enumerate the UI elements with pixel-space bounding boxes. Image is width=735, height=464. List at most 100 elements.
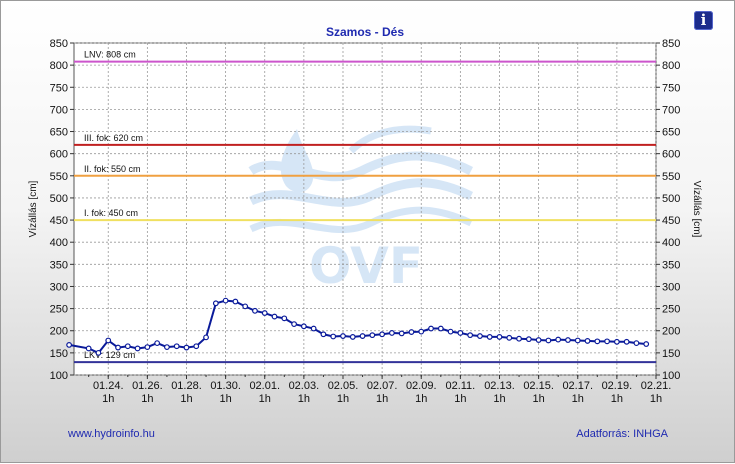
x-tick-label: 01.26. [132, 380, 163, 392]
data-point [330, 333, 337, 340]
data-point [340, 333, 346, 339]
data-point [300, 323, 307, 330]
x-axis: 01.24.1h01.26.1h01.28.1h01.30.1h02.01.1h… [88, 375, 672, 405]
data-point [388, 330, 395, 336]
reference-line-label: LKV: 129 cm [84, 350, 135, 360]
reference-lines: LNV: 808 cm III. fok: 620 cm II. fok: 550 … [74, 50, 656, 364]
data-point [369, 332, 376, 339]
data-point [124, 343, 131, 350]
series-layer [66, 297, 650, 356]
info-icon[interactable]: i [694, 11, 713, 30]
chart-title: Szamos - Dés [326, 25, 404, 39]
x-tick-label: 02.05. [328, 380, 359, 392]
data-point [154, 340, 161, 347]
x-tick-label: 02.21. [641, 380, 672, 392]
x-tick-label: 02.09. [406, 380, 437, 392]
y-tick-label: 750 [50, 82, 68, 94]
data-point [623, 338, 630, 345]
x-tick-hour-label: 1h [141, 393, 153, 405]
data-point [467, 332, 474, 339]
y-axis: 100 100 150 150 200 200 250 250 300 300 350 350 400 4… [50, 38, 681, 382]
data-point [545, 337, 552, 344]
y-tick-label: 300 [50, 281, 68, 293]
y-tick-label: 200 [50, 326, 68, 338]
data-point [134, 345, 141, 352]
x-tick-hour-label: 1h [259, 393, 271, 405]
y-tick-label: 200 [662, 326, 680, 338]
data-point [271, 313, 278, 320]
data-point [173, 343, 180, 350]
data-point [535, 337, 542, 343]
data-point [643, 341, 650, 347]
y-tick-label: 600 [50, 149, 68, 161]
reference-line-label: III. fok: 620 cm [84, 133, 143, 143]
data-point [486, 334, 493, 340]
y-axis-title-left: Vízállás [cm] [28, 180, 39, 237]
data-point [310, 325, 317, 332]
data-source: Adatforrás: INHGA [576, 428, 668, 440]
y-tick-label: 500 [662, 193, 680, 205]
data-point [222, 297, 229, 304]
data-point [379, 331, 386, 338]
y-tick-label: 250 [662, 304, 680, 316]
data-point [408, 329, 415, 335]
x-tick-hour-label: 1h [337, 393, 349, 405]
x-tick-hour-label: 1h [493, 393, 505, 405]
y-tick-label: 550 [50, 171, 68, 183]
data-point [232, 298, 239, 305]
x-tick-hour-label: 1h [376, 393, 388, 405]
data-point [525, 336, 532, 343]
x-tick-label: 02.01. [249, 380, 280, 392]
data-point [516, 335, 522, 342]
reference-line-label: I. fok: 450 cm [84, 208, 138, 218]
x-tick-hour-label: 1h [102, 393, 114, 405]
data-point [613, 338, 620, 345]
y-tick-label: 800 [50, 60, 68, 72]
data-point [281, 315, 288, 322]
x-tick-label: 02.19. [602, 380, 633, 392]
y-tick-label: 650 [50, 127, 68, 139]
y-tick-label: 500 [50, 193, 68, 205]
y-tick-label: 350 [662, 259, 680, 271]
y-tick-label: 250 [50, 304, 68, 316]
data-point [261, 310, 268, 316]
x-tick-label: 01.28. [171, 380, 202, 392]
reference-line-label: II. fok: 550 cm [84, 164, 141, 174]
watermark-text: OVF [309, 237, 423, 295]
data-point [398, 330, 405, 337]
website-link[interactable]: www.hydroinfo.hu [68, 428, 155, 440]
data-point [555, 336, 562, 343]
data-point [506, 334, 513, 341]
data-point [66, 341, 73, 348]
data-point [604, 338, 610, 345]
data-point [193, 343, 200, 350]
data-point [359, 333, 366, 339]
y-tick-label: 100 [50, 370, 68, 382]
x-tick-hour-label: 1h [611, 393, 623, 405]
y-tick-label: 350 [50, 259, 68, 271]
data-point [565, 337, 571, 343]
y-tick-label: 700 [50, 104, 68, 116]
data-point [105, 337, 112, 344]
y-tick-label: 300 [662, 281, 680, 293]
x-tick-label: 02.17. [562, 380, 593, 392]
y-tick-label: 650 [662, 127, 680, 139]
y-tick-label: 850 [50, 38, 68, 50]
x-tick-label: 02.13. [484, 380, 515, 392]
data-point [320, 331, 327, 338]
x-tick-hour-label: 1h [572, 393, 584, 405]
data-point [252, 307, 258, 314]
data-point [457, 330, 464, 336]
y-tick-label: 450 [50, 215, 68, 227]
data-point [428, 325, 434, 332]
x-tick-hour-label: 1h [454, 393, 466, 405]
plot-area [73, 42, 657, 376]
data-point [594, 338, 601, 345]
y-tick-label: 750 [662, 82, 680, 94]
x-tick-hour-label: 1h [180, 393, 192, 405]
data-point [144, 344, 151, 351]
data-point [496, 334, 503, 340]
data-point [477, 333, 483, 339]
